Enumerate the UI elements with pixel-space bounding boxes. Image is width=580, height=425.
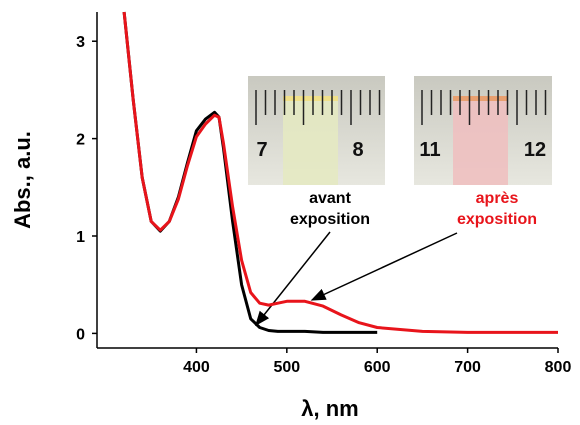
y-axis-label: Abs., a.u. — [10, 131, 35, 229]
y-tick-label: 0 — [76, 326, 85, 343]
ruler-label: 12 — [524, 139, 546, 161]
arrow — [310, 232, 458, 301]
series-line — [122, 11, 558, 334]
ruler-label: 8 — [352, 139, 363, 161]
x-tick-label: 400 — [183, 359, 210, 376]
annotation: exposition — [457, 211, 537, 228]
x-tick-label: 800 — [545, 359, 572, 376]
inset-photo — [414, 76, 552, 185]
y-tick-label: 3 — [76, 34, 85, 51]
ruler-label: 7 — [256, 139, 267, 161]
annotation: avant — [309, 190, 351, 207]
x-tick-label: 700 — [454, 359, 481, 376]
arrow — [255, 231, 331, 327]
annotation: après — [476, 190, 519, 207]
annotation: exposition — [290, 211, 370, 228]
x-axis-label: λ, nm — [301, 396, 358, 421]
x-tick-label: 500 — [273, 359, 300, 376]
y-tick-label: 1 — [76, 229, 85, 246]
y-tick-label: 2 — [76, 132, 85, 149]
x-tick-label: 600 — [364, 359, 391, 376]
ruler-label: 11 — [419, 139, 440, 161]
inset-photo — [248, 76, 385, 185]
